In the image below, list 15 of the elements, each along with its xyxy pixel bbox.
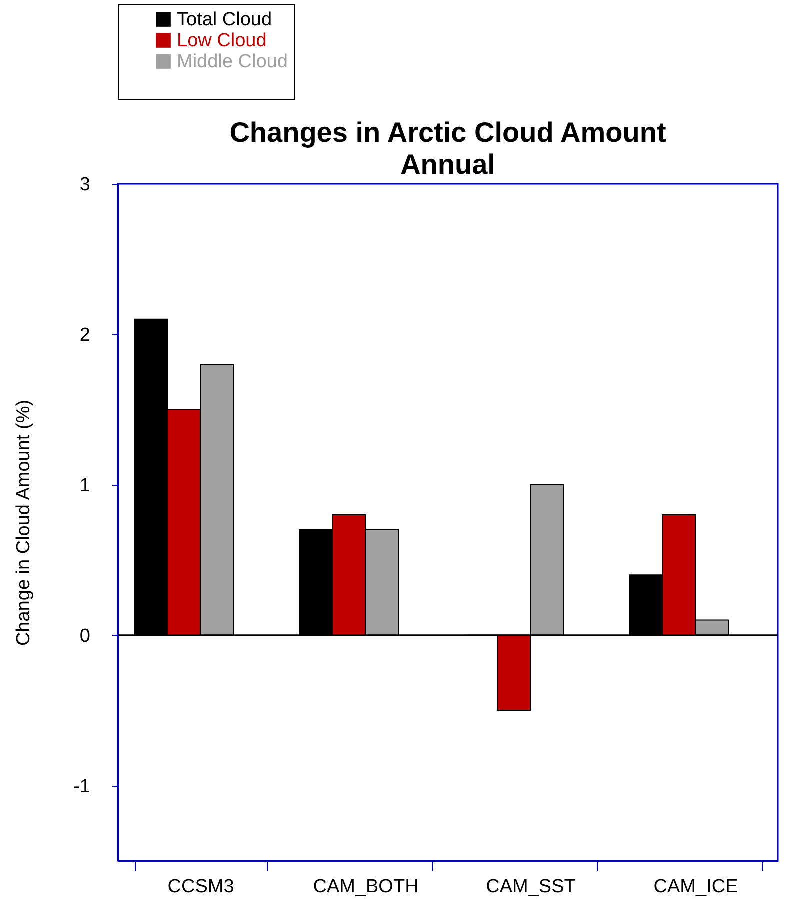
x-tick-label: CCSM3	[168, 876, 234, 898]
legend-label: Total Cloud	[177, 10, 272, 30]
chart-subtitle: Annual	[400, 149, 496, 180]
x-tick-label: CAM_ICE	[654, 876, 738, 898]
y-tick-label: 2	[80, 324, 90, 346]
chart-title: Changes in Arctic Cloud Amount	[230, 117, 666, 148]
x-tick-label: CAM_BOTH	[313, 876, 419, 898]
legend-label: Middle Cloud	[177, 52, 288, 72]
y-tick-label: -1	[74, 776, 90, 798]
legend-label: Low Cloud	[177, 30, 267, 52]
x-tick-label: CAM_SST	[486, 876, 576, 898]
y-tick-label: 3	[80, 174, 90, 196]
y-axis-title: Change in Cloud Amount (%)	[14, 400, 35, 646]
y-tick-label: 1	[80, 475, 90, 496]
y-tick-label: 0	[80, 626, 90, 647]
